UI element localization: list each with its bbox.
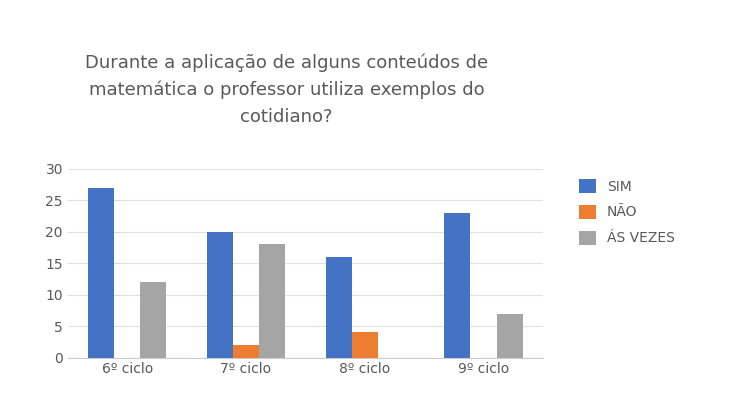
Bar: [326, 257, 351, 358]
Bar: [444, 213, 470, 358]
Bar: [497, 314, 523, 358]
Bar: [140, 282, 167, 358]
Bar: [259, 244, 285, 358]
Bar: [351, 332, 378, 358]
Bar: [88, 188, 114, 358]
Text: Durante a aplicação de alguns conteúdos de
matemática o professor utiliza exempl: Durante a aplicação de alguns conteúdos …: [85, 53, 488, 125]
Bar: [233, 345, 259, 358]
Bar: [207, 232, 233, 358]
Legend: SIM, NÃO, ÁS VEZES: SIM, NÃO, ÁS VEZES: [574, 173, 680, 251]
